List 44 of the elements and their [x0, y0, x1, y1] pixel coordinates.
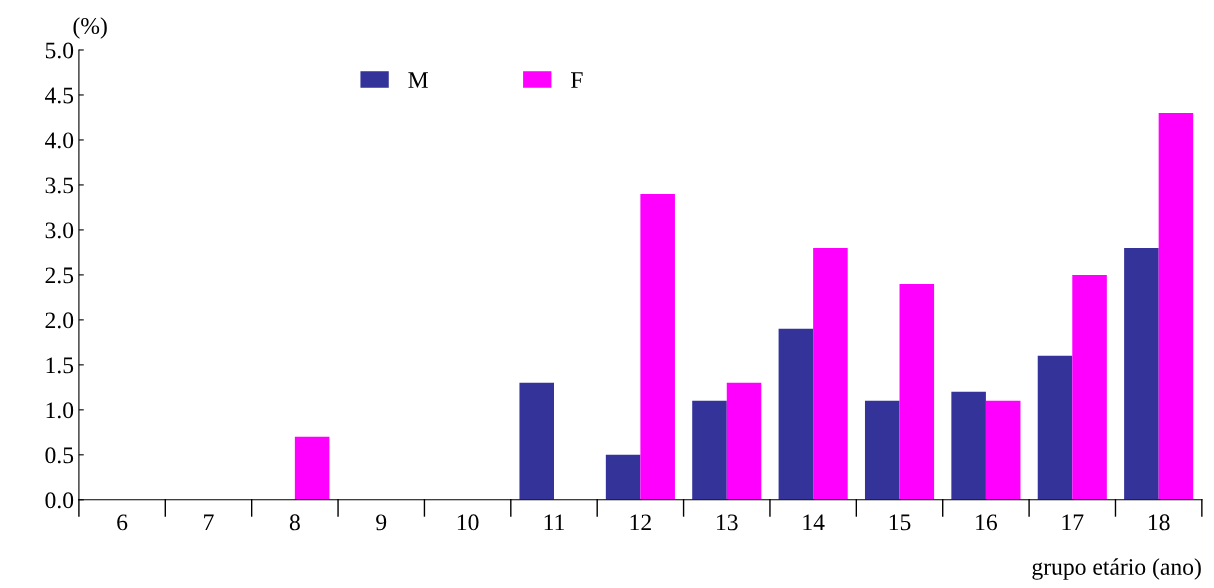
bar [519, 382, 554, 500]
x-tick-label: 11 [544, 514, 564, 531]
x-tick-label: 13 [717, 514, 738, 531]
bar [778, 328, 814, 500]
x-tick-label: 9 [376, 514, 387, 531]
x-tick-label: 15 [889, 514, 911, 531]
x-tick-label: 14 [803, 514, 825, 531]
bar [1037, 355, 1073, 500]
bar [692, 400, 727, 500]
y-tick-label: 4.0 [45, 132, 74, 149]
x-tick-label: 6 [117, 514, 128, 531]
y-tick-label: 1.5 [46, 357, 74, 374]
y-tick-label: 3.0 [45, 222, 74, 239]
x-tick-label: 8 [289, 514, 300, 531]
bar [864, 400, 900, 500]
y-axis-title: (%) [73, 17, 107, 39]
bar [294, 436, 330, 500]
x-tick-label: 10 [457, 514, 479, 531]
bar [813, 247, 848, 500]
x-tick-label: 12 [630, 514, 651, 531]
x-tick-label: 18 [1148, 514, 1170, 531]
bar [1072, 274, 1107, 500]
y-tick-label: 3.5 [45, 177, 74, 194]
x-axis-title: grupo etário (ano) [1032, 558, 1201, 580]
bar [951, 391, 986, 500]
x-tick-label: 7 [204, 514, 214, 531]
x-tick-label: 16 [976, 514, 998, 531]
bar [640, 193, 675, 500]
x-tick-label: 17 [1062, 514, 1084, 531]
y-tick-label: 0.5 [45, 447, 74, 464]
y-tick-label: 1.0 [46, 402, 74, 419]
y-tick-label: 2.5 [45, 267, 74, 284]
y-tick-label: 2.0 [45, 312, 74, 329]
bar [726, 382, 762, 500]
y-tick-label: 0.0 [45, 492, 74, 509]
bar [985, 400, 1021, 500]
bar [1124, 247, 1159, 500]
bar [899, 283, 935, 500]
y-tick-label: 4.5 [45, 87, 74, 104]
bar [605, 454, 641, 500]
legend-label: M [408, 72, 428, 88]
legend-label: F [571, 72, 583, 88]
bar [1158, 112, 1194, 500]
y-tick-label: 5.0 [45, 42, 74, 59]
